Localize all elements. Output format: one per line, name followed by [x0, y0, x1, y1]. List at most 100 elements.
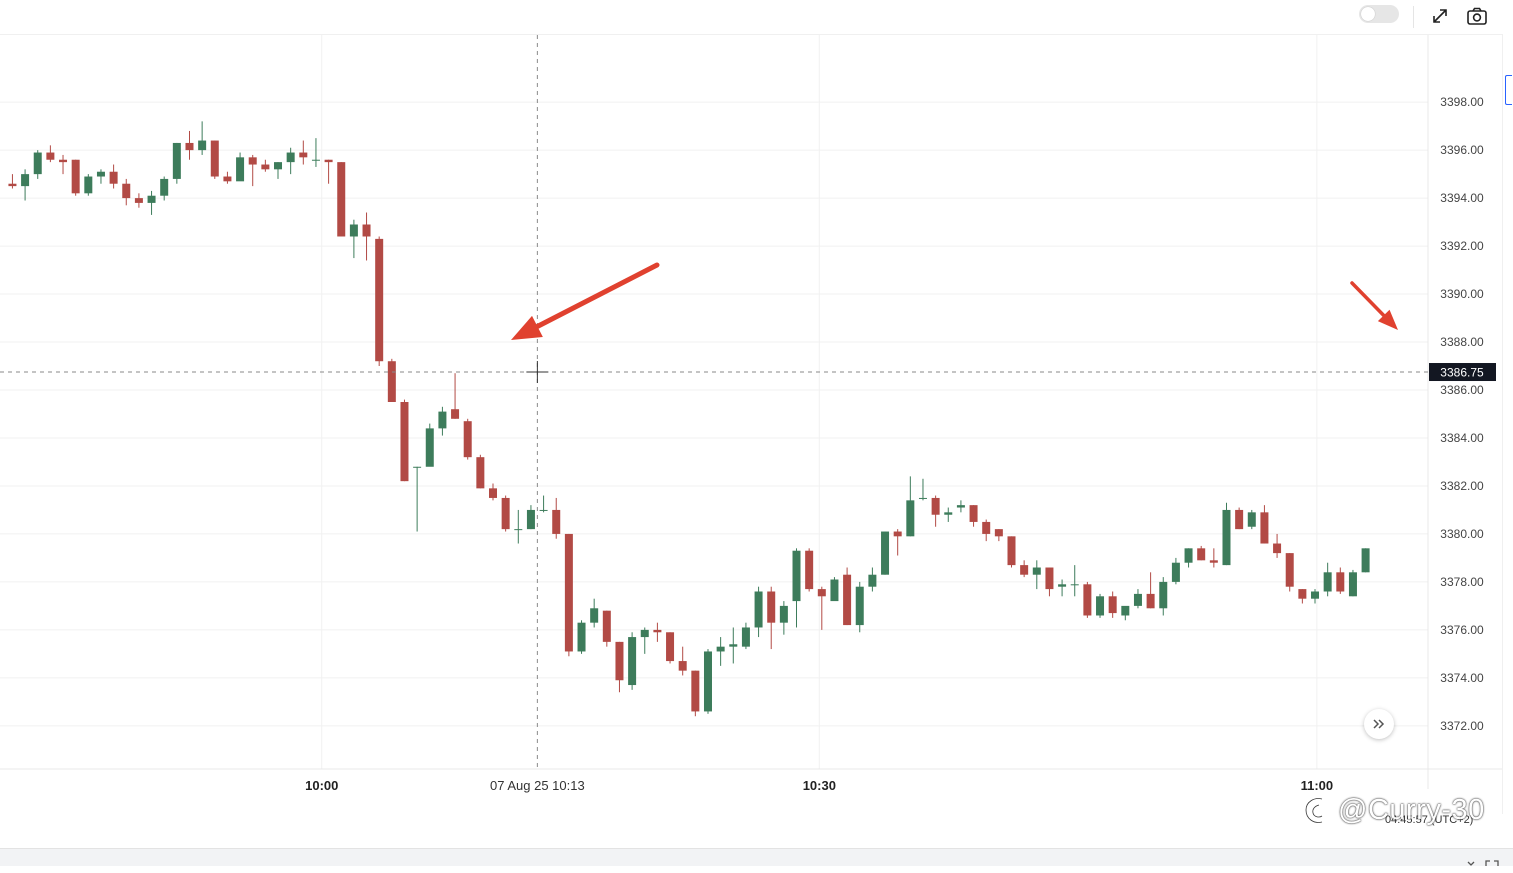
candle-body: [160, 178, 169, 196]
candle-body: [489, 488, 497, 498]
candle-body: [666, 632, 675, 662]
watermark: @Curry-30: [1302, 794, 1485, 827]
y-tick-label: 3374.00: [1440, 671, 1484, 685]
candle-body: [21, 174, 30, 187]
candle-body: [387, 361, 396, 402]
candle-body: [172, 142, 181, 179]
candle-body: [463, 421, 472, 458]
candle-body: [59, 159, 68, 163]
candle-body: [830, 579, 839, 602]
candle-body: [1146, 593, 1155, 609]
candle-body: [716, 646, 725, 652]
candle-body: [691, 670, 700, 712]
candle-body: [868, 574, 877, 587]
candle-body: [514, 529, 523, 531]
candle-body: [1348, 572, 1357, 597]
candle-body: [982, 521, 991, 534]
candle-body: [1184, 548, 1193, 563]
y-tick-label: 3388.00: [1440, 335, 1484, 349]
candle-body: [248, 157, 257, 165]
candle-body: [1121, 605, 1130, 616]
candle-body: [741, 627, 750, 647]
double-chevron-right-icon: [1373, 719, 1385, 729]
candle-body: [931, 497, 940, 515]
candle-body: [602, 610, 611, 642]
candle-body: [729, 644, 738, 647]
price-tag-label: 3386.75: [1440, 366, 1484, 380]
candle-body: [349, 224, 358, 237]
candle-body: [8, 183, 17, 187]
candle-body: [539, 509, 548, 511]
candle-body: [261, 164, 270, 170]
candle-body: [71, 159, 80, 194]
candle-body: [438, 411, 447, 429]
candle-body: [590, 608, 599, 623]
candle-body: [855, 586, 864, 626]
candle-body: [84, 176, 93, 194]
candle-body: [501, 497, 510, 530]
right-edge-panel: [1502, 34, 1513, 814]
price-tag-box: [1429, 363, 1496, 382]
annotation-arrow-price-head: [1377, 309, 1398, 330]
candle-body: [779, 605, 788, 623]
candle-body: [754, 591, 763, 628]
candle-body: [46, 152, 55, 160]
candle-body: [413, 466, 422, 468]
candle-body: [564, 533, 573, 652]
scroll-to-realtime-button[interactable]: [1364, 709, 1394, 739]
toggle-switch[interactable]: [1359, 5, 1399, 23]
candle-body: [1323, 572, 1332, 592]
fullscreen-icon[interactable]: [1428, 4, 1452, 28]
y-tick-label: 3392.00: [1440, 239, 1484, 253]
candle-body: [134, 198, 143, 203]
chart-toolbar: [0, 0, 1513, 35]
candle-body: [1032, 567, 1041, 575]
candle-body: [375, 238, 384, 362]
candle-body: [843, 574, 852, 626]
candle-body: [703, 651, 712, 712]
candle-body: [526, 509, 535, 530]
y-tick-label: 3380.00: [1440, 527, 1484, 541]
annotation-arrow-crosshair-shaft: [534, 262, 660, 330]
candle-body: [1209, 560, 1218, 563]
candle-body: [1285, 553, 1294, 587]
candle-body: [956, 505, 965, 508]
candle-body: [1298, 589, 1307, 599]
bottom-panel-strip: [0, 848, 1513, 866]
candle-body: [210, 140, 219, 177]
candle-body: [1159, 581, 1168, 609]
candle-body: [1096, 596, 1105, 616]
candle-body: [236, 157, 245, 182]
candle-body: [185, 142, 194, 151]
y-tick-label: 3382.00: [1440, 479, 1484, 493]
toolbar-divider: [1413, 6, 1414, 28]
x-tick-label: 11:00: [1301, 778, 1334, 793]
candle-body: [425, 428, 434, 467]
candle-body: [1133, 593, 1142, 606]
weibo-logo-icon: [1302, 796, 1330, 826]
candle-body: [1045, 567, 1054, 590]
candle-body: [1007, 536, 1016, 566]
candle-body: [1361, 548, 1370, 573]
candle-body: [792, 550, 801, 602]
candle-body: [1108, 596, 1117, 614]
y-tick-label: 3376.00: [1440, 623, 1484, 637]
panel-controls: [1462, 855, 1502, 866]
candle-body: [324, 159, 333, 163]
candle-body: [299, 152, 308, 158]
y-tick-label: 3372.00: [1440, 719, 1484, 733]
candle-body: [109, 171, 118, 184]
x-tick-label: 10:00: [305, 778, 338, 793]
watermark-text: @Curry-30: [1338, 794, 1485, 826]
candle-body: [628, 637, 637, 686]
candle-body: [615, 641, 624, 681]
candle-body: [337, 162, 346, 237]
candle-body: [1336, 572, 1345, 592]
candlestick-chart[interactable]: 3398.00 3396.00 3394.00 3392.00 3390.00 3388.…: [0, 0, 1502, 853]
camera-icon[interactable]: [1465, 4, 1489, 28]
candle-body: [1311, 591, 1320, 599]
candle-body: [817, 589, 826, 597]
candle-body: [33, 152, 42, 175]
annotation-arrow-crosshair-head: [511, 315, 543, 340]
chart-canvas[interactable]: 3398.00 3396.00 3394.00 3392.00 3390.00 3388.…: [0, 0, 1502, 848]
